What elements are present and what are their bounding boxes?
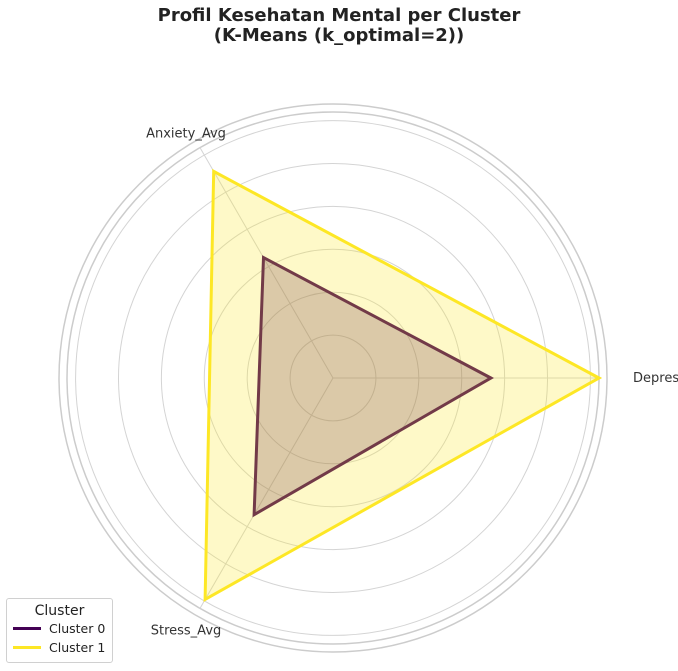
legend-label-cluster-1: Cluster 1 [49, 640, 106, 655]
legend-title: Cluster [34, 603, 85, 619]
axis-label-anxiety-avg: Anxiety_Avg [146, 127, 226, 142]
chart-title: Profil Kesehatan Mental per Cluster (K-M… [0, 6, 678, 46]
series-area-cluster-1 [205, 171, 599, 600]
chart-title-line2: (K-Means (k_optimal=2)) [213, 25, 465, 46]
spoke-1 [199, 147, 334, 379]
legend-item-cluster-1: Cluster 1 [13, 638, 112, 657]
series-line-cluster-0 [252, 255, 494, 518]
axis-label-depression-avg: Depression_Avg [633, 371, 678, 386]
spoke-2 [199, 377, 334, 609]
legend-swatch-cluster-1 [13, 646, 41, 649]
legend: Cluster Cluster 0 Cluster 1 [6, 598, 113, 663]
chart-title-line1: Profil Kesehatan Mental per Cluster [157, 5, 521, 26]
legend-label-cluster-0: Cluster 0 [49, 621, 106, 636]
series-line-cluster-1 [203, 168, 603, 602]
legend-swatch-cluster-0 [13, 627, 41, 630]
polar-frame-outer [58, 103, 608, 653]
legend-item-cluster-0: Cluster 0 [13, 619, 112, 638]
series-area-cluster-0 [254, 257, 491, 515]
axis-label-stress-avg: Stress_Avg [151, 623, 222, 638]
